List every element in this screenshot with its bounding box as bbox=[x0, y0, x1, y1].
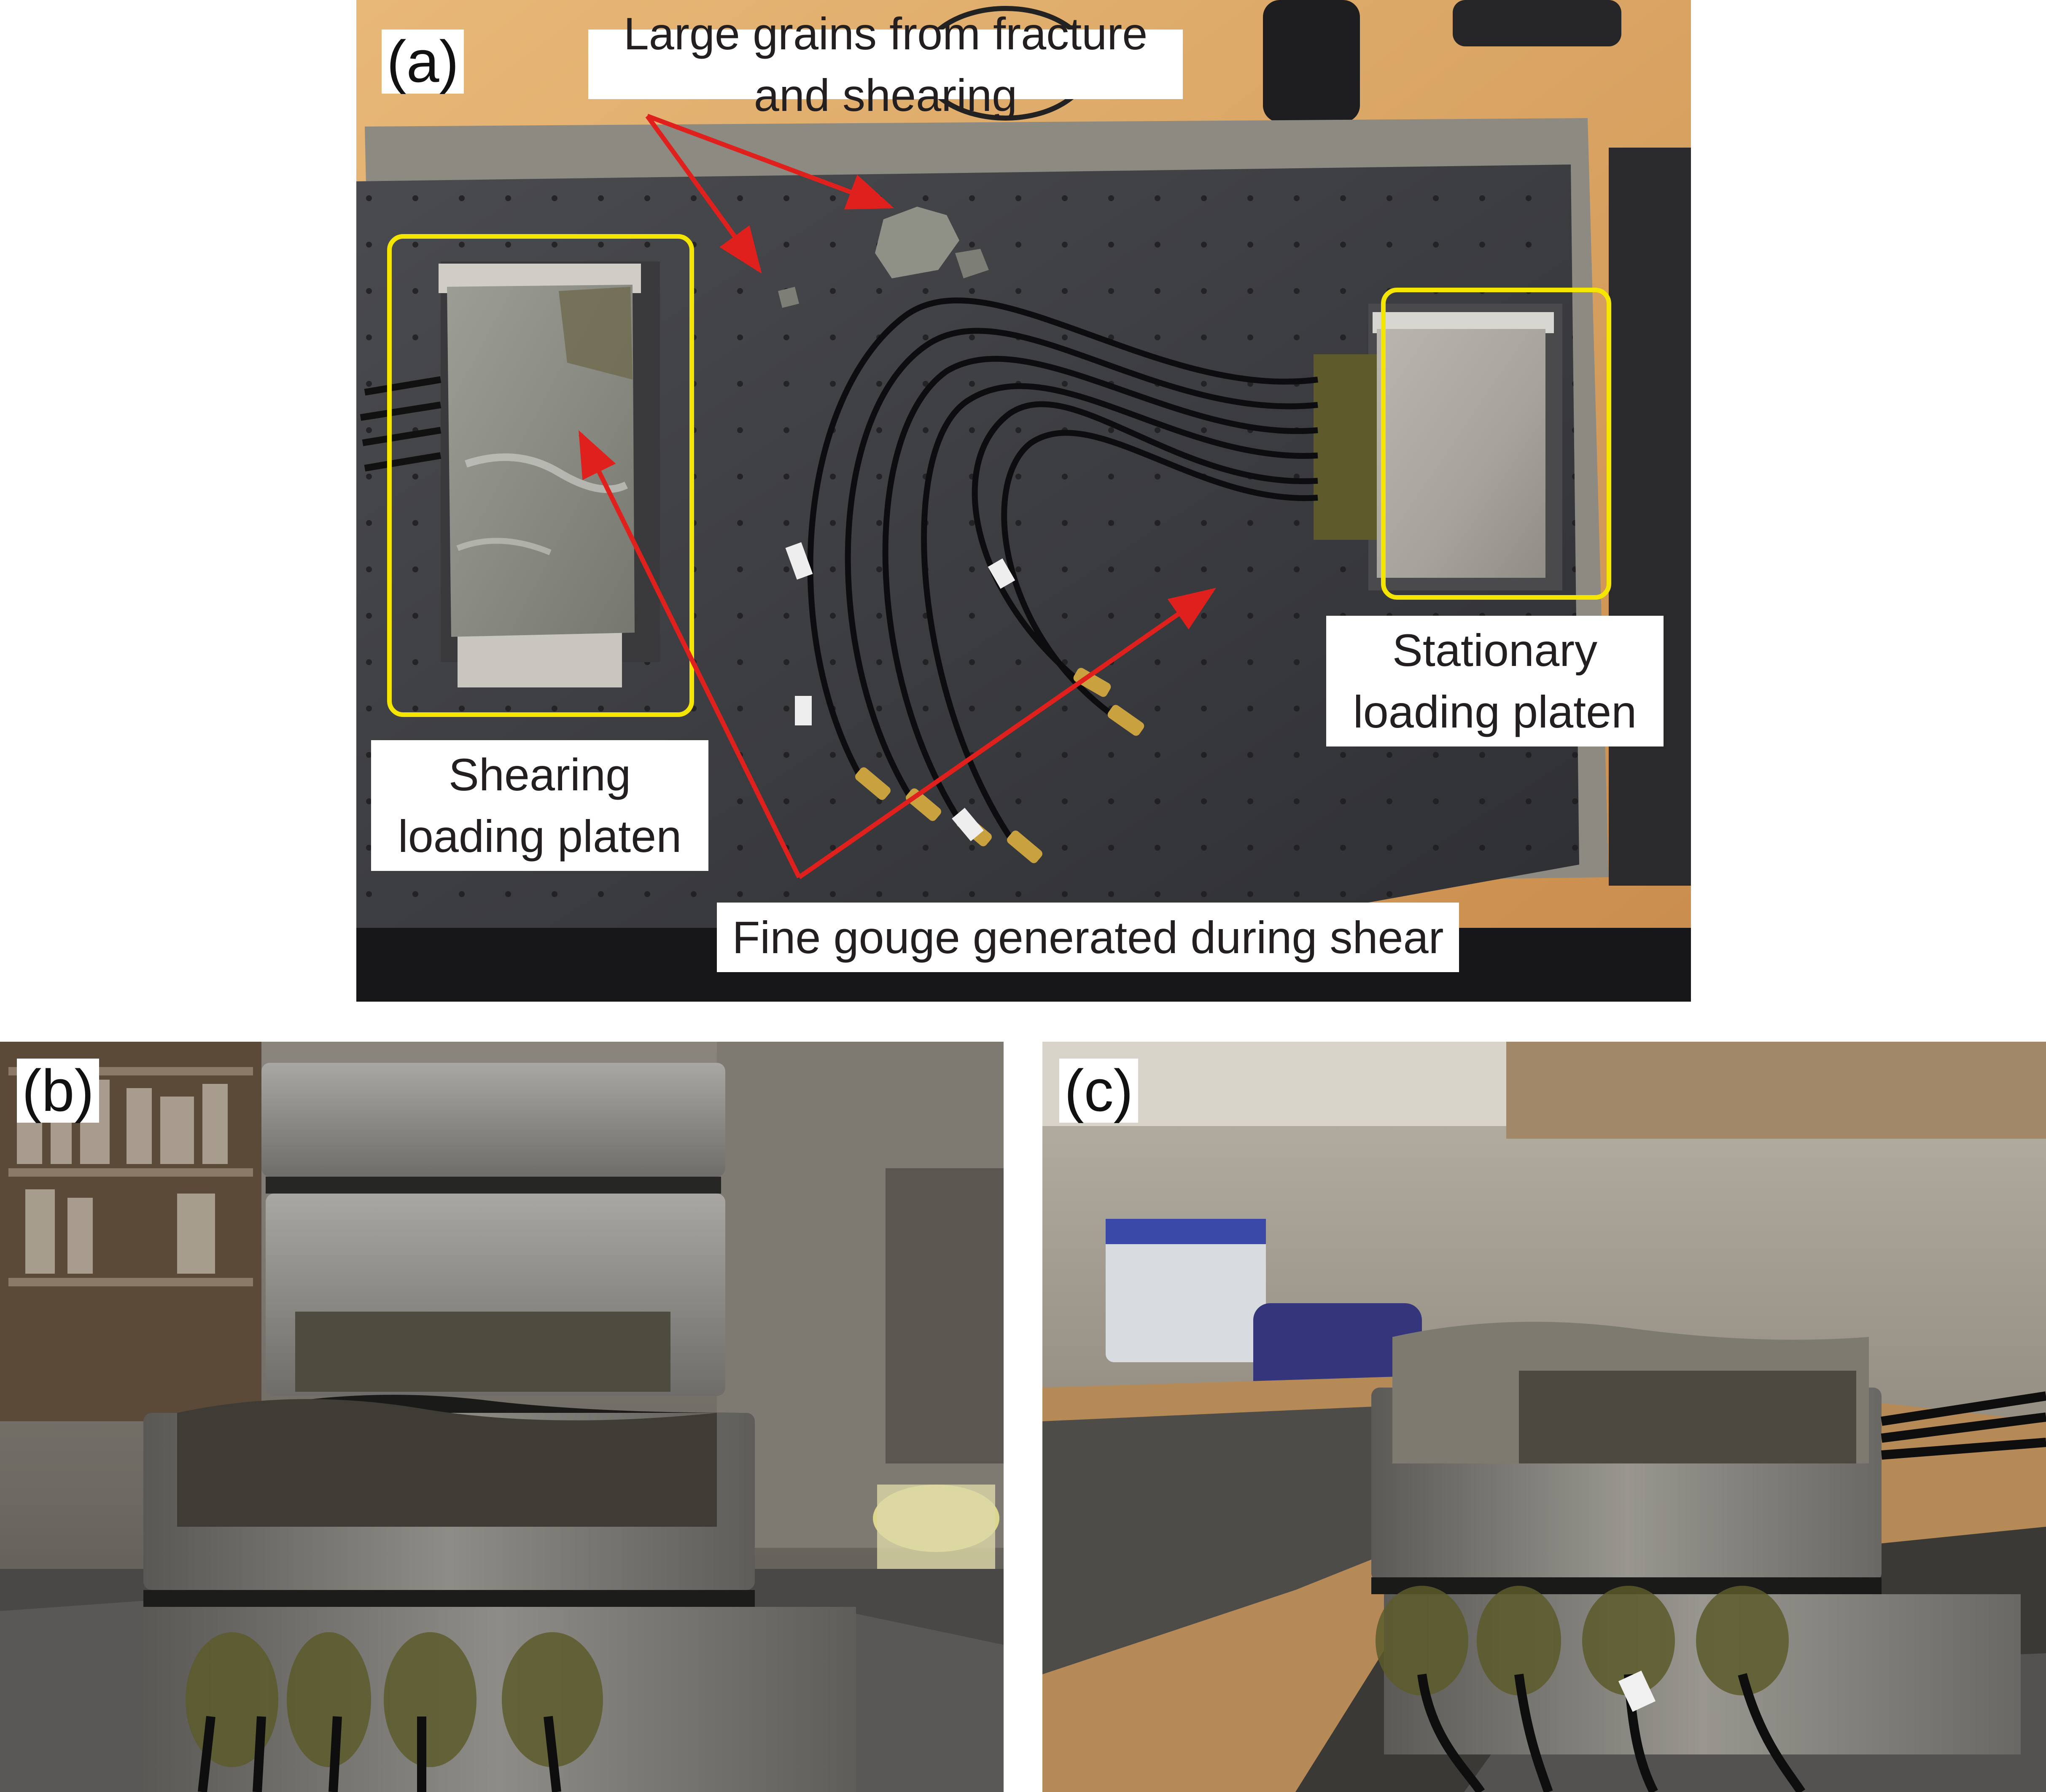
panel-b-letter: (b) bbox=[17, 1059, 100, 1123]
large-grains-label: Large grains from fracture and shearing bbox=[588, 8, 1183, 121]
stationary-platen-highlight bbox=[1381, 288, 1611, 600]
sensor-cables bbox=[1417, 1391, 2046, 1792]
stationary-label-line1: Stationary bbox=[1392, 625, 1598, 676]
panel-b-scene bbox=[0, 1042, 1004, 1792]
fine-gouge-label: Fine gouge generated during shear bbox=[717, 903, 1459, 972]
panel-c-photo: (c) bbox=[1042, 1042, 2046, 1792]
panel-c-scene bbox=[1042, 1042, 2046, 1792]
shearing-platen-highlight bbox=[387, 234, 694, 717]
stationary-label-line2: loading platen bbox=[1353, 686, 1637, 737]
stationary-platen-label: Stationary loading platen bbox=[1326, 616, 1664, 746]
dark-tool bbox=[1453, 0, 1621, 46]
shearing-label-line2: loading platen bbox=[398, 811, 682, 862]
sample-right bbox=[1377, 329, 1545, 578]
panel-a-letter: (a) bbox=[382, 30, 464, 94]
panel-b-photo: (b) bbox=[0, 1042, 1004, 1792]
top-steel-block bbox=[261, 1063, 725, 1177]
shearing-platen-label: Shearing loading platen bbox=[371, 740, 708, 871]
large-grain bbox=[778, 287, 799, 308]
large-grain bbox=[875, 207, 959, 278]
dark-tool bbox=[1263, 0, 1360, 122]
large-grain bbox=[955, 249, 989, 278]
plastic-bucket bbox=[1106, 1219, 1266, 1362]
shearing-label-line1: Shearing bbox=[448, 749, 631, 800]
epoxy-sensors bbox=[1376, 1586, 1789, 1695]
shadow-area bbox=[1609, 148, 1691, 886]
sensor-block bbox=[1314, 354, 1377, 540]
lower-sample bbox=[177, 1399, 717, 1527]
panel-c-letter: (c) bbox=[1059, 1059, 1139, 1123]
panel-a-photo: (a) Large grains from fracture and shear… bbox=[356, 0, 1691, 1002]
